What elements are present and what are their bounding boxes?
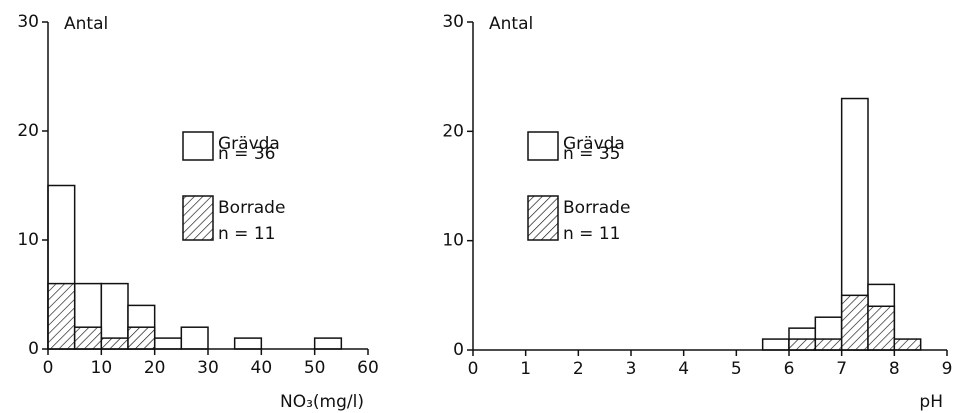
x-tick-label: 2 [573, 359, 584, 379]
legend-label: Borrade [563, 198, 630, 218]
bar [180, 326, 209, 350]
x-tick-label: 30 [197, 358, 219, 378]
legend-label: Grävda [218, 134, 280, 154]
bar [814, 338, 843, 351]
y-tick-label: 0 [453, 340, 464, 360]
y-tick-label: 20 [17, 121, 39, 141]
x-tick-label: 1 [520, 359, 531, 379]
legend-note: n = 36 [218, 144, 275, 164]
x-tick-label: 20 [144, 358, 166, 378]
x-tick-label: 50 [304, 358, 326, 378]
bar [788, 338, 817, 351]
y-tick-label: 10 [442, 231, 464, 251]
x-tick-label: 6 [784, 359, 795, 379]
x-axis-label: pH [919, 392, 943, 412]
bar [840, 294, 869, 351]
legend-swatch [182, 131, 214, 161]
x-tick-label: 0 [43, 358, 54, 378]
x-tick-label: 40 [251, 358, 273, 378]
legend-label: Borrade [218, 198, 285, 218]
x-axis-label: NO₃(mg/l) [280, 392, 364, 412]
x-tick-label: 60 [357, 358, 379, 378]
x-tick-label: 5 [731, 359, 742, 379]
bar [127, 326, 156, 350]
bar [233, 337, 263, 350]
bar [100, 337, 129, 350]
bar [153, 337, 183, 350]
x-tick-label: 4 [678, 359, 689, 379]
legend-swatch [527, 131, 559, 161]
y-tick-label: 30 [17, 12, 39, 32]
legend-note: n = 35 [563, 144, 620, 164]
y-tick-label: 20 [442, 121, 464, 141]
bar [47, 282, 76, 350]
x-tick-label: 0 [468, 359, 479, 379]
y-axis-label: Antal [489, 14, 533, 34]
x-tick-label: 9 [942, 359, 953, 379]
x-tick-label: 7 [836, 359, 847, 379]
x-tick-label: 10 [91, 358, 113, 378]
y-tick-label: 10 [17, 230, 39, 250]
y-tick-label: 30 [442, 12, 464, 32]
x-tick-label: 3 [626, 359, 637, 379]
legend-swatch [527, 195, 559, 241]
bar [867, 305, 896, 351]
legend-note: n = 11 [218, 224, 275, 244]
bar [73, 326, 103, 350]
legend-note: n = 11 [563, 224, 620, 244]
x-tick-label: 8 [889, 359, 900, 379]
bar [761, 338, 790, 351]
y-axis-label: Antal [64, 14, 108, 34]
legend-label: Grävda [563, 134, 625, 154]
bar [313, 337, 343, 350]
bar [893, 338, 922, 351]
y-tick-label: 0 [28, 339, 39, 359]
legend-swatch [182, 195, 214, 241]
